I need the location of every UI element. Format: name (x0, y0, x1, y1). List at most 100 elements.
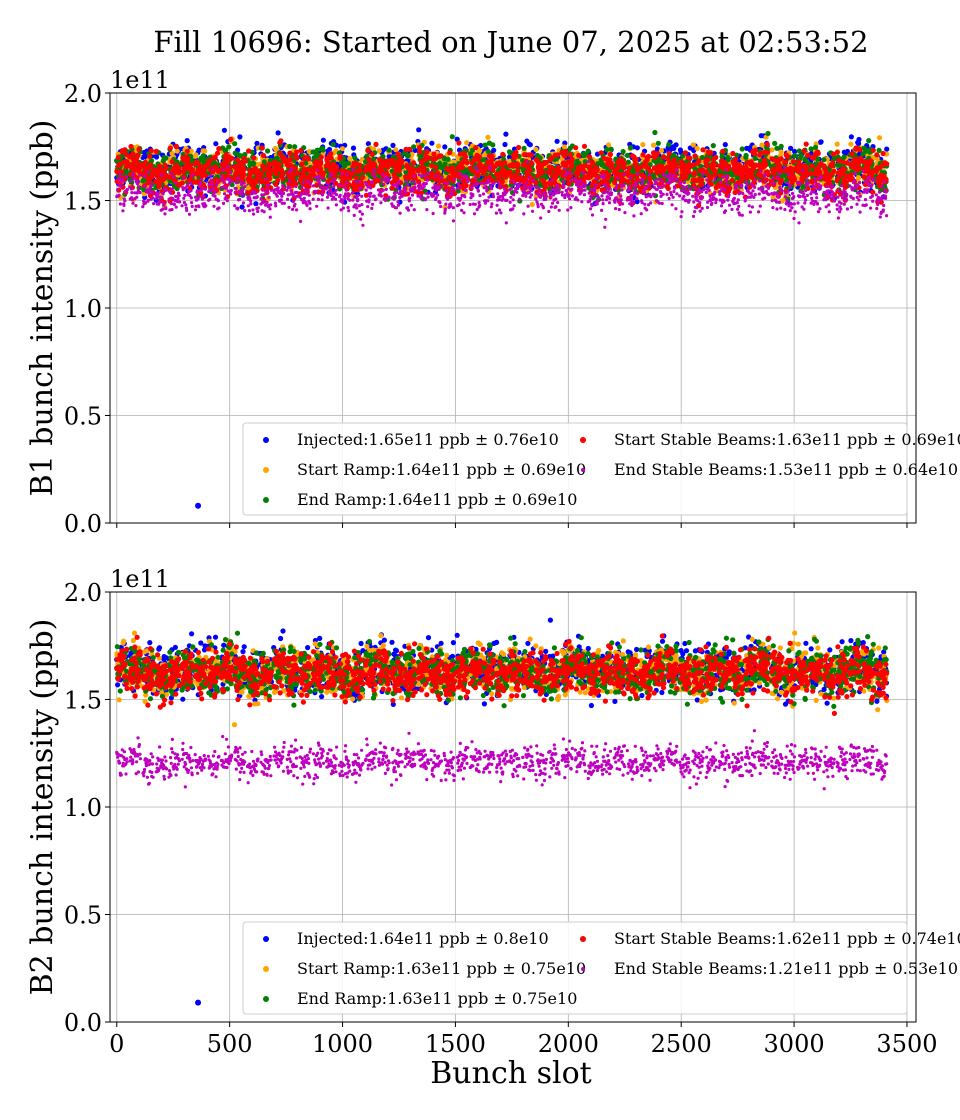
data-point (429, 140, 435, 146)
data-point (634, 145, 640, 151)
data-point (405, 152, 411, 159)
data-point (533, 146, 539, 152)
data-point (490, 142, 496, 148)
data-point (608, 146, 614, 152)
data-point (360, 174, 366, 180)
data-point (314, 147, 320, 153)
data-point (739, 146, 745, 152)
figure-title: Fill 10696: Started on June 07, 2025 at … (153, 25, 868, 59)
data-point (232, 141, 238, 147)
data-point (856, 174, 862, 181)
data-point (203, 172, 209, 178)
data-point (369, 151, 375, 157)
data-point (521, 145, 527, 151)
data-point (772, 140, 778, 146)
data-point (213, 141, 219, 147)
data-point (417, 149, 423, 155)
data-point (169, 159, 175, 165)
data-point (796, 148, 802, 154)
data-point (476, 154, 483, 160)
data-point (193, 152, 199, 158)
data-point (259, 171, 265, 177)
data-point (438, 153, 444, 159)
data-point (130, 151, 136, 157)
data-point (365, 148, 371, 154)
data-point (288, 156, 294, 162)
data-point (349, 171, 355, 177)
data-point (260, 152, 267, 159)
data-point (122, 147, 128, 153)
data-point (334, 164, 340, 170)
data-point (163, 155, 169, 161)
data-point (299, 161, 305, 167)
data-point (229, 155, 235, 161)
x-axis-label: Bunch slot (430, 1056, 591, 1091)
data-point (298, 148, 304, 154)
data-point (373, 141, 379, 147)
data-point (287, 143, 293, 150)
data-point (237, 134, 243, 140)
data-point (226, 144, 232, 150)
data-point (841, 154, 847, 160)
data-point (390, 142, 396, 148)
data-point (876, 135, 883, 141)
data-point (337, 153, 343, 159)
data-point (124, 159, 130, 165)
data-point (666, 142, 672, 148)
data-point (499, 179, 505, 185)
data-point (765, 130, 771, 137)
data-point (431, 151, 437, 157)
data-point (658, 148, 665, 154)
data-point (318, 159, 324, 165)
data-point (759, 142, 765, 148)
data-point (320, 137, 326, 143)
data-point (371, 156, 377, 162)
data-point (294, 155, 300, 161)
data-point (246, 148, 252, 154)
data-point (376, 148, 382, 154)
data-point (628, 145, 634, 151)
data-point (778, 149, 784, 155)
data-point (173, 143, 179, 150)
data-point (147, 153, 153, 159)
data-point (743, 152, 749, 159)
data-point (620, 149, 626, 155)
data-point (502, 160, 508, 166)
data-point (856, 136, 862, 143)
data-point (353, 175, 359, 181)
data-point (275, 130, 281, 136)
data-point (792, 153, 798, 159)
data-point (410, 166, 416, 172)
data-point (287, 150, 293, 156)
data-points (114, 127, 890, 509)
data-point (694, 145, 700, 151)
data-point (500, 151, 506, 157)
data-point (189, 167, 195, 173)
data-point (425, 155, 432, 161)
data-point (442, 144, 448, 150)
data-point (185, 156, 191, 162)
data-point (529, 201, 535, 208)
data-point (357, 168, 363, 174)
data-point (275, 177, 281, 183)
data-point (179, 180, 185, 186)
data-point (280, 176, 286, 182)
data-point (115, 154, 121, 161)
data-point (251, 160, 257, 166)
data-point (320, 170, 326, 176)
data-point (251, 155, 257, 161)
data-point (424, 149, 430, 155)
data-point (148, 148, 154, 154)
data-point (276, 162, 282, 168)
data-point (606, 142, 612, 148)
data-point (491, 147, 497, 153)
data-point (339, 146, 346, 152)
data-point (187, 162, 193, 168)
data-point (259, 145, 265, 151)
data-point (305, 156, 311, 162)
data-point (142, 159, 148, 165)
data-point (503, 131, 509, 137)
data-point (464, 140, 470, 146)
data-point (848, 134, 855, 140)
